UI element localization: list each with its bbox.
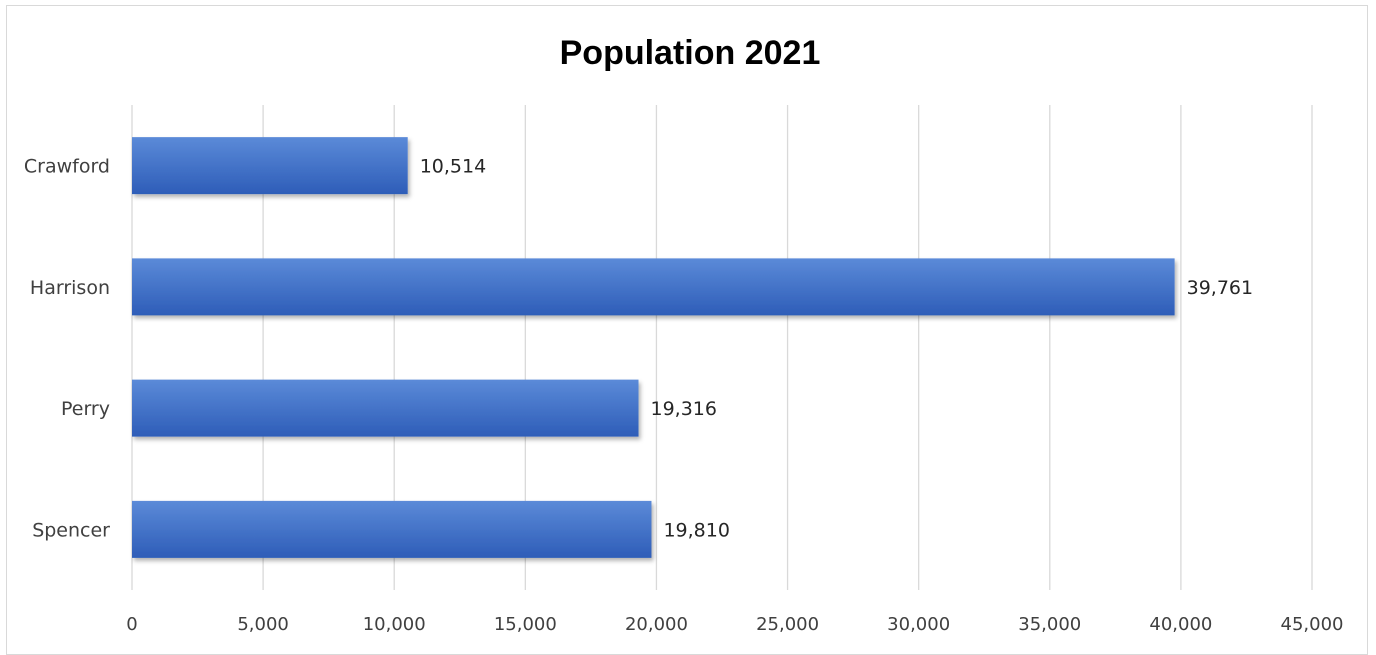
x-tick-label: 5,000 [237,614,289,635]
bar-crawford [132,137,408,195]
x-tick-label: 15,000 [494,614,557,635]
x-tick-label: 0 [126,614,137,635]
data-label: 19,316 [651,398,717,420]
x-tick-label: 10,000 [363,614,426,635]
x-axis-tick-labels: 0 5,000 10,000 15,000 20,000 25,000 30,000 35,0… [126,614,1343,635]
category-label: Perry [61,398,110,420]
bar-perry [132,379,639,437]
data-label: 39,761 [1187,277,1253,299]
data-labels: 10,514 39,761 19,316 19,810 [420,156,1253,542]
x-tick-label: 25,000 [756,614,819,635]
category-label: Harrison [30,277,110,299]
data-label: 19,810 [663,519,729,541]
chart-title: Population 2021 [560,34,821,72]
category-label: Spencer [32,519,110,541]
bar-harrison [132,258,1175,316]
data-label: 10,514 [420,156,486,178]
x-tick-label: 40,000 [1149,614,1212,635]
x-tick-label: 35,000 [1018,614,1081,635]
bar-spencer [132,500,652,558]
bars [132,137,1175,558]
x-tick-label: 20,000 [625,614,688,635]
x-tick-label: 30,000 [887,614,950,635]
category-label: Crawford [24,156,110,178]
category-labels: Crawford Harrison Perry Spencer [24,156,110,542]
x-tick-label: 45,000 [1281,614,1344,635]
